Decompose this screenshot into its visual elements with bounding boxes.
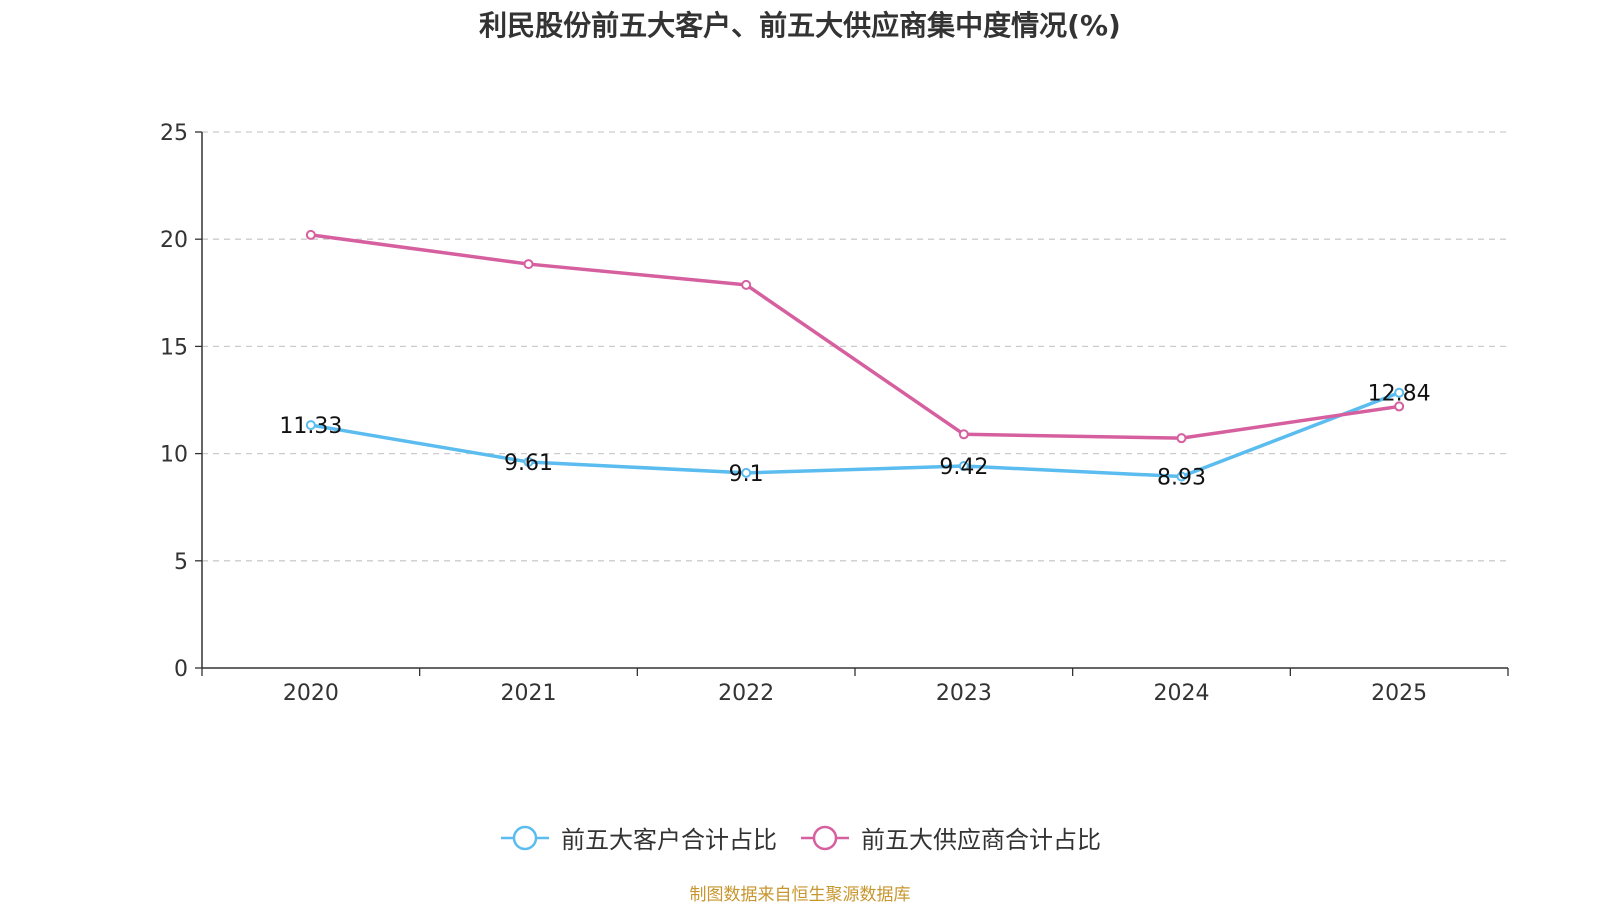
source-note: 制图数据来自恒生聚源数据库 bbox=[689, 885, 911, 905]
y-tick-label-25: 25 bbox=[160, 121, 188, 146]
chart-title: 利民股份前五大客户、前五大供应商集中度情况(%) bbox=[479, 9, 1121, 42]
x-tick-label-2023: 2023 bbox=[936, 681, 992, 706]
data-label-0-2021: 9.61 bbox=[504, 451, 553, 476]
legend-label-suppliers: 前五大供应商合计占比 bbox=[861, 826, 1101, 854]
x-tick-label-2022: 2022 bbox=[718, 681, 774, 706]
series-0-point-2025 bbox=[1394, 387, 1405, 398]
x-tick-label-2024: 2024 bbox=[1154, 681, 1210, 706]
series-1-point-2020 bbox=[305, 229, 316, 240]
data-label-0-2024: 8.93 bbox=[1157, 466, 1206, 491]
series-1-point-2021 bbox=[523, 259, 534, 270]
series-1-point-2022 bbox=[741, 279, 752, 290]
series-0-point-2024 bbox=[1176, 471, 1187, 482]
y-tick-label-10: 10 bbox=[160, 443, 188, 468]
series-0-point-2020 bbox=[305, 420, 316, 431]
y-tick-label-5: 5 bbox=[174, 550, 188, 575]
x-tick-label-2020: 2020 bbox=[283, 681, 339, 706]
y-tick-label-15: 15 bbox=[160, 335, 188, 360]
series-0-point-2022 bbox=[741, 467, 752, 478]
data-label-0-2023: 9.42 bbox=[939, 455, 988, 480]
series-0-point-2021 bbox=[523, 456, 534, 467]
data-label-0-2020: 11.33 bbox=[279, 414, 342, 439]
data-label-0-2022: 9.1 bbox=[729, 462, 764, 487]
legend-marker-customers-icon bbox=[501, 825, 549, 850]
legend-label-customers: 前五大客户合计占比 bbox=[561, 826, 777, 854]
legend-item-customers[interactable]: 前五大客户合计占比 bbox=[499, 820, 777, 855]
legend-item-suppliers[interactable]: 前五大供应商合计占比 bbox=[799, 820, 1101, 855]
series-1-point-2023 bbox=[958, 429, 969, 440]
series-0-point-2023 bbox=[958, 461, 969, 472]
legend-marker-suppliers-icon bbox=[801, 825, 849, 850]
series-1-point-2025 bbox=[1394, 401, 1405, 412]
x-tick-label-2025: 2025 bbox=[1371, 681, 1427, 706]
y-tick-label-20: 20 bbox=[160, 228, 188, 253]
series-line-0 bbox=[310, 391, 1400, 479]
legend: 前五大客户合计占比 前五大供应商合计占比 bbox=[0, 820, 1600, 855]
data-label-0-2025: 12.84 bbox=[1368, 382, 1431, 407]
y-tick-label-0: 0 bbox=[174, 657, 188, 682]
x-tick-label-2021: 2021 bbox=[501, 681, 557, 706]
series-line-1 bbox=[310, 233, 1400, 440]
series-1-point-2024 bbox=[1176, 433, 1187, 444]
